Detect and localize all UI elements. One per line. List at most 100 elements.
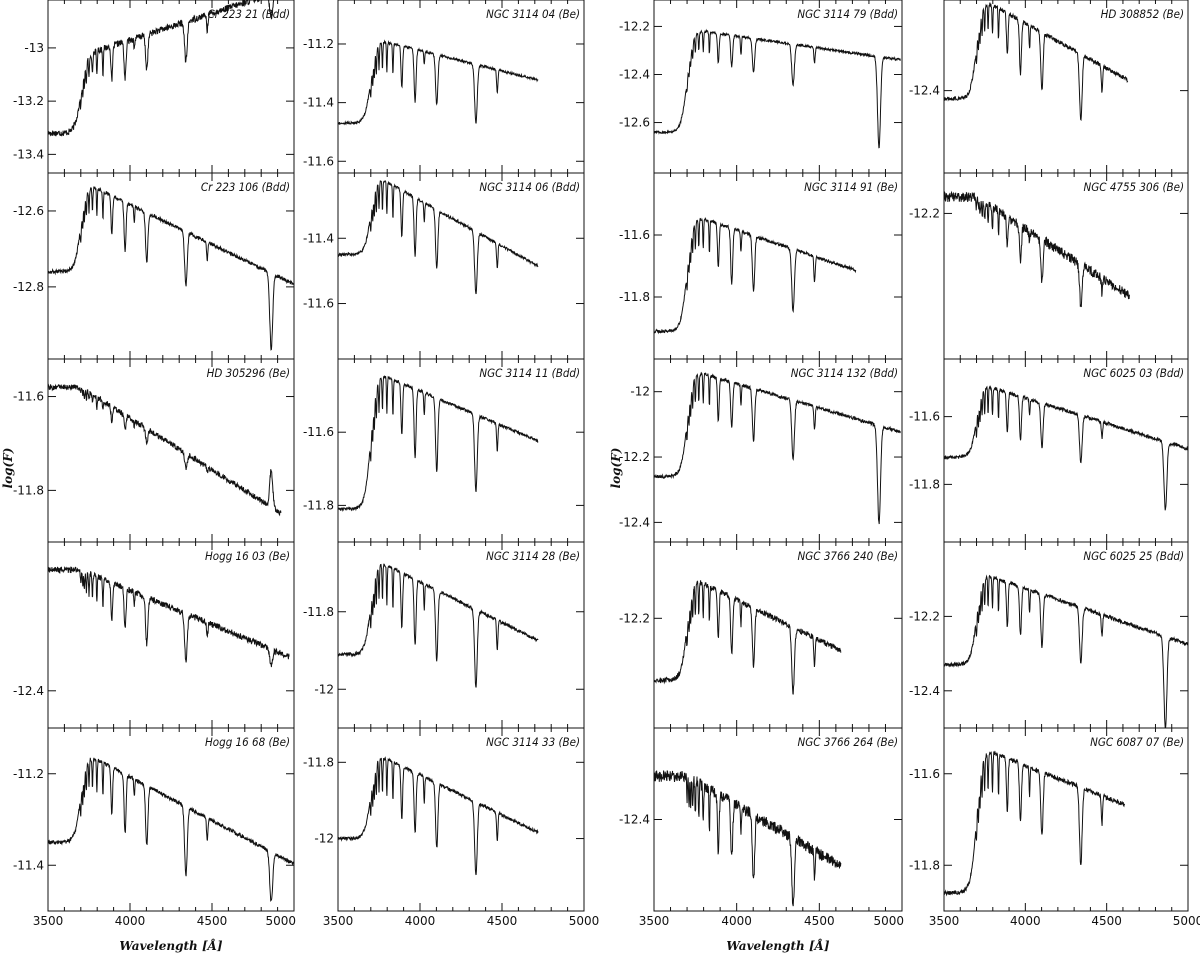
- spectrum-line: [943, 190, 1130, 308]
- panel-label: HD 308852 (Be): [1101, 7, 1184, 21]
- spectrum-line: [943, 574, 1189, 729]
- y-tick-label: -12: [314, 682, 334, 696]
- panel-frame: [653, 541, 903, 729]
- y-tick-label: -11.8: [303, 605, 334, 619]
- x-tick-label: 5000: [265, 914, 296, 928]
- spectrum-line: [943, 384, 1189, 511]
- y-tick-label: -12.8: [13, 280, 44, 294]
- y-tick-label: -11.4: [13, 858, 44, 872]
- x-tick-label: 4500: [487, 914, 518, 928]
- spectrum-line: [337, 563, 539, 688]
- shared-axis-labels: Wavelength [Å] Wavelength [Å] log(F) log…: [1, 448, 830, 953]
- x-axis-title-right: Wavelength [Å]: [726, 938, 830, 953]
- spectrum-line: [943, 2, 1129, 122]
- y-tick-label: -12.4: [13, 684, 44, 698]
- x-tick-label: 4500: [1091, 914, 1122, 928]
- y-tick-label: -11.8: [909, 858, 940, 872]
- panel-label: Cr 223 21 (Bdd): [207, 7, 290, 21]
- y-tick-label: -11.8: [13, 483, 44, 497]
- panel-label: NGC 3114 04 (Be): [486, 7, 580, 21]
- panel-label: NGC 3114 28 (Be): [486, 549, 580, 563]
- y-tick-label: -12.2: [619, 611, 650, 625]
- x-tick-label: 5000: [569, 914, 600, 928]
- panel-frame: [653, 172, 903, 360]
- y-tick-label: -11.8: [303, 498, 334, 512]
- x-tick-label: 3500: [323, 914, 354, 928]
- panel-label: NGC 3766 264 (Be): [798, 735, 898, 749]
- y-tick-label: -12.2: [619, 450, 650, 464]
- panel-label: NGC 3114 79 (Bdd): [797, 7, 898, 21]
- y-tick-label: -12.2: [909, 206, 940, 220]
- y-tick-label: -11.8: [909, 477, 940, 491]
- panel-label: NGC 6025 03 (Bdd): [1083, 366, 1184, 380]
- y-tick-label: -11.6: [303, 297, 334, 311]
- y-axis-title-right: log(F): [609, 448, 623, 489]
- panel-label: NGC 3114 91 (Be): [804, 180, 898, 194]
- spectrum-line: [943, 750, 1126, 897]
- y-tick-label: -12.2: [909, 609, 940, 623]
- x-tick-label: 4500: [197, 914, 228, 928]
- y-tick-label: -13.4: [13, 147, 44, 161]
- y-tick-label: -13: [24, 41, 44, 55]
- spectrum-line: [47, 566, 290, 668]
- spectrum-panel: -11.6 -11.8 NGC 6087 07 (Be) 3500 4000 4500 50…: [909, 727, 1200, 928]
- y-tick-label: -11.8: [303, 755, 334, 769]
- panel-label: NGC 6087 07 (Be): [1090, 735, 1184, 749]
- panel-frame: [653, 727, 903, 912]
- x-tick-label: 3500: [639, 914, 670, 928]
- spectrum-panel: -11.2 -11.4 Hogg 16 68 (Be) 3500 4000 4500 500…: [13, 727, 296, 928]
- panel-label: NGC 4755 306 (Be): [1084, 180, 1184, 194]
- y-tick-label: -13.2: [13, 94, 44, 108]
- x-tick-label: 5000: [873, 914, 904, 928]
- panel-frame: [943, 727, 1189, 912]
- panel-frame: [337, 0, 585, 174]
- spectrum-line: [337, 180, 539, 295]
- spectrum-panel: -12.2 NGC 4755 306 (Be): [909, 172, 1189, 360]
- spectrum-line: [337, 39, 539, 126]
- y-tick-label: -12.2: [619, 19, 650, 33]
- spectrum-line: [653, 371, 901, 525]
- panel-frame: [337, 727, 585, 912]
- x-tick-label: 3500: [929, 914, 960, 928]
- y-tick-label: -12: [314, 832, 334, 846]
- y-tick-label: -11.2: [13, 767, 44, 781]
- spectrum-panel: -11.8 -12 NGC 3114 28 (Be): [303, 541, 585, 729]
- spectrum-panel: -12.4 HD 308852 (Be): [909, 0, 1189, 174]
- spectrum-panel: -11.6 -11.8 NGC 3114 11 (Bdd): [303, 358, 585, 543]
- spectrum-panel: -12.4 NGC 3766 264 (Be) 3500 4000 4500 5000: [619, 727, 904, 928]
- spectrum-panel: -11.6 -11.8 NGC 3114 91 (Be): [619, 172, 903, 360]
- x-tick-label: 3500: [33, 914, 64, 928]
- y-tick-label: -12.6: [13, 204, 44, 218]
- y-tick-label: -12.4: [619, 67, 650, 81]
- y-tick-label: -11.2: [303, 37, 334, 51]
- panel-label: HD 305296 (Be): [207, 366, 290, 380]
- x-tick-label: 4000: [405, 914, 436, 928]
- spectrum-line: [47, 383, 282, 517]
- spectrum-line: [653, 28, 901, 149]
- spectrum-panel: -11.8 -12 NGC 3114 33 (Be) 3500 4000 4500 5000: [303, 727, 600, 928]
- y-tick-label: -11.4: [303, 231, 334, 245]
- spectrum-panel: -12 -12.2 -12.4 NGC 3114 132 (Bdd): [619, 358, 903, 543]
- x-tick-label: 4000: [115, 914, 146, 928]
- spectrum-panel: -11.6 -11.8 HD 305296 (Be): [13, 358, 295, 543]
- y-tick-label: -11.4: [303, 96, 334, 110]
- y-tick-label: -12.4: [619, 515, 650, 529]
- panel-frame: [653, 358, 903, 543]
- panel-label: NGC 3114 06 (Bdd): [479, 180, 580, 194]
- spectrum-panel: -11.6 -11.8 NGC 6025 03 (Bdd): [909, 358, 1189, 543]
- spectrum-line: [47, 0, 293, 137]
- panel-frame: [943, 358, 1189, 543]
- spectrum-panel: -12.2 -12.4 -12.6 NGC 3114 79 (Bdd): [619, 0, 903, 174]
- panel-label: NGC 6025 25 (Bdd): [1083, 549, 1184, 563]
- y-tick-label: -11.6: [303, 425, 334, 439]
- y-tick-label: -11.6: [909, 767, 940, 781]
- y-tick-label: -12: [630, 385, 650, 399]
- panel-label: Hogg 16 03 (Be): [205, 549, 290, 563]
- x-tick-label: 5000: [1173, 914, 1200, 928]
- spectrum-line: [653, 770, 842, 907]
- spectrum-panel: -12.2 -12.4 NGC 6025 25 (Bdd): [909, 541, 1189, 729]
- x-tick-label: 4000: [721, 914, 752, 928]
- spectrum-panel: -11.2 -11.4 -11.6 NGC 3114 04 (Be): [303, 0, 585, 174]
- y-tick-label: -11.8: [619, 290, 650, 304]
